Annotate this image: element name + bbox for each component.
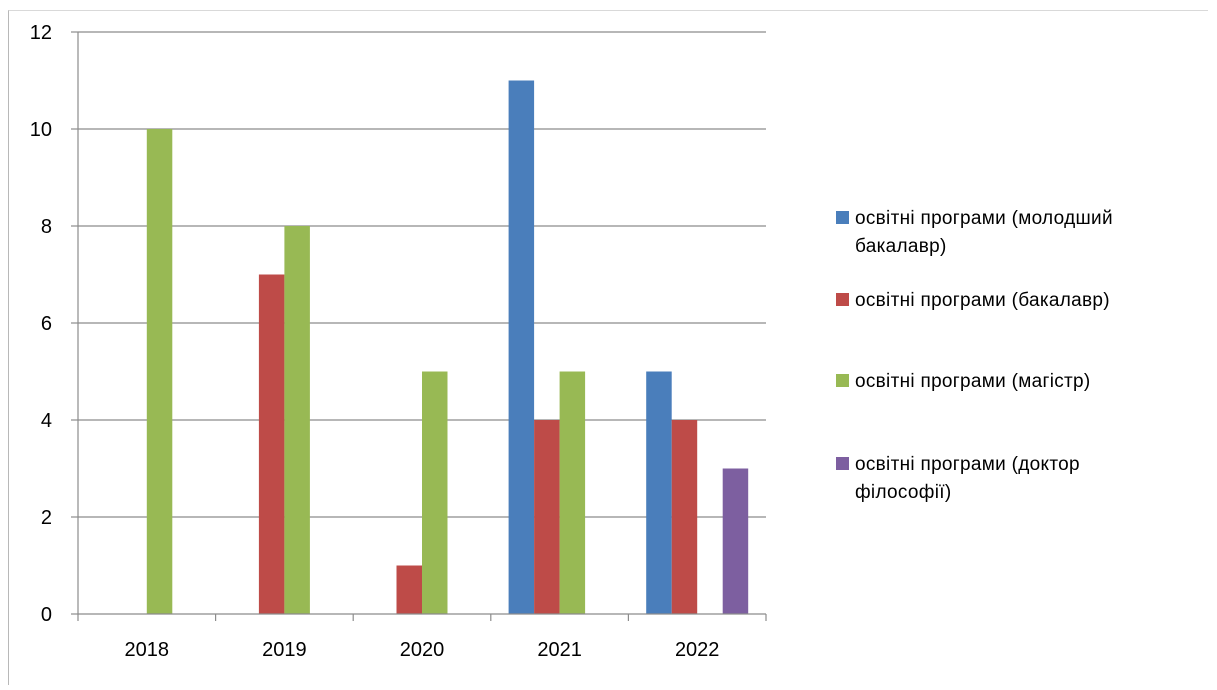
x-tick-label: 2020 [400,639,445,661]
x-tick-label: 2019 [262,639,307,661]
chart-frame [8,10,1208,685]
bar [722,468,749,614]
y-tick-labels: 0 2 4 6 8 10 12 [30,22,52,626]
legend-swatch-master [836,374,849,387]
legend-label-junior-bachelor: освітні програми (молодший бакалавр) [855,205,1113,261]
bar [422,371,448,614]
bar [258,274,285,614]
legend-label-phd: освітні програми (доктор філософії) [855,451,1080,507]
x-tick-label: 2021 [537,639,582,661]
bar [671,420,698,614]
bar [559,371,586,614]
legend-label-line: бакалавр) [855,236,947,257]
y-tick-label: 4 [41,410,52,432]
legend-item-junior-bachelor: освітні програми (молодший бакалавр) [836,205,1113,261]
y-tick-label: 6 [41,313,52,335]
x-tick-labels: 2018 2019 2020 2021 2022 [125,639,720,661]
axes [77,32,767,621]
y-tick-label: 8 [41,216,52,238]
legend-label-line: освітні програми (магістр) [855,371,1091,392]
legend-item-phd: освітні програми (доктор філософії) [836,451,1080,507]
bars [146,80,749,614]
legend-label-line: освітні програми (молодший [855,208,1113,229]
legend-label-line: філософії) [855,482,952,503]
bar [284,226,310,614]
legend-label-line: освітні програми (бакалавр) [855,290,1110,311]
legend-item-bachelor: освітні програми (бакалавр) [836,287,1110,315]
y-tick-label: 10 [30,119,52,141]
legend-swatch-phd [836,457,849,470]
legend-label-line: освітні програми (доктор [855,454,1080,475]
y-tick-label: 12 [30,22,52,44]
bar [146,129,173,614]
legend-swatch-bachelor [836,293,849,306]
x-tick-label: 2022 [675,639,720,661]
y-tick-label: 2 [41,507,52,529]
x-tick-label: 2018 [125,639,170,661]
bar [396,565,422,614]
legend-item-master: освітні програми (магістр) [836,368,1091,396]
y-tick-label: 0 [41,604,52,626]
legend-label-master: освітні програми (магістр) [855,368,1091,396]
legend-label-bachelor: освітні програми (бакалавр) [855,287,1110,315]
bar [508,80,535,614]
bar [534,420,560,614]
legend-swatch-junior-bachelor [836,211,849,224]
bar [646,371,672,614]
